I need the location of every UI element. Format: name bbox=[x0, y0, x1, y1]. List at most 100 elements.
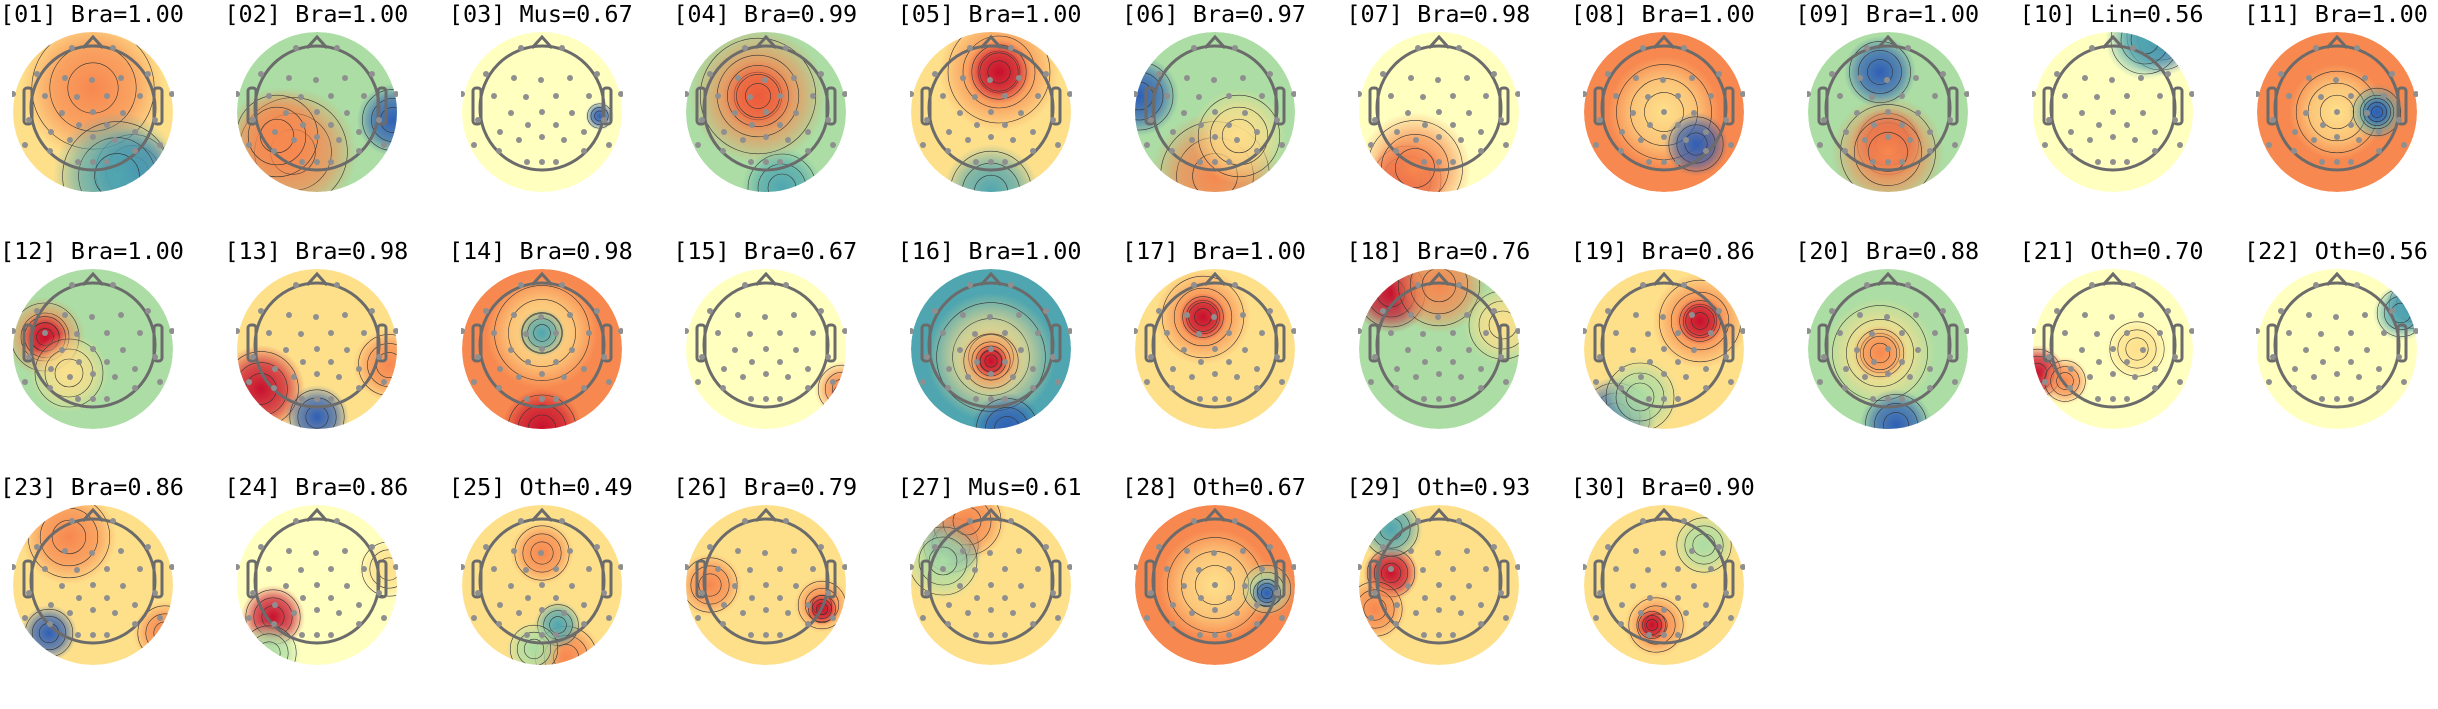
activation-blob bbox=[1635, 609, 1668, 641]
electrode-marker bbox=[342, 75, 349, 81]
electrode-marker bbox=[956, 110, 963, 116]
electrode-marker bbox=[1211, 550, 1217, 556]
electrode-marker bbox=[1415, 518, 1422, 524]
ear-marker bbox=[1947, 86, 1959, 126]
electrode-marker bbox=[145, 307, 151, 314]
electrode-marker bbox=[328, 632, 335, 638]
electrode-marker bbox=[132, 148, 138, 154]
electrode-marker bbox=[1682, 610, 1689, 616]
electrode-marker bbox=[1722, 590, 1729, 596]
electrode-marker bbox=[721, 365, 728, 372]
contour-line bbox=[1670, 291, 1729, 350]
electrode-marker bbox=[2320, 358, 2326, 365]
electrode-marker bbox=[393, 564, 399, 570]
electrode-marker bbox=[1435, 77, 1442, 83]
electrode-marker bbox=[1458, 373, 1465, 380]
electrode-marker bbox=[1870, 159, 1877, 165]
contour-line bbox=[289, 388, 345, 429]
contour-line bbox=[590, 107, 609, 125]
electrode-marker bbox=[1184, 75, 1190, 81]
electrode-marker bbox=[90, 632, 96, 638]
electrode-marker bbox=[2109, 134, 2116, 140]
electrode-marker bbox=[1259, 566, 1265, 572]
electrode-marker bbox=[987, 632, 994, 638]
topomap-02: [02] Bra=1.00 bbox=[224, 0, 448, 236]
topomap-15: [15] Bra=0.67 bbox=[673, 237, 897, 473]
electrode-marker bbox=[328, 395, 335, 402]
electrode-marker bbox=[1854, 346, 1861, 353]
contour-line bbox=[1395, 148, 1436, 188]
electrode-marker bbox=[496, 602, 503, 608]
electrode-marker bbox=[90, 395, 96, 402]
electrode-marker bbox=[715, 329, 722, 336]
electrode-marker bbox=[2256, 327, 2260, 334]
electrode-marker bbox=[1464, 548, 1471, 554]
electrode-marker bbox=[510, 548, 517, 554]
electrode-marker bbox=[1254, 129, 1260, 135]
topomap-title: [05] Bra=1.00 bbox=[897, 0, 1082, 28]
electrode-marker bbox=[507, 110, 514, 116]
electrode-marker bbox=[299, 159, 306, 165]
contour-line bbox=[2117, 328, 2157, 369]
electrode-marker bbox=[605, 615, 612, 621]
contour-line bbox=[993, 415, 1020, 429]
electrode-marker bbox=[271, 384, 278, 391]
topomap-04: [04] Bra=0.99 bbox=[673, 0, 897, 236]
electrode-marker bbox=[1240, 75, 1246, 81]
electrode-marker bbox=[1864, 281, 1871, 288]
electrode-marker bbox=[1478, 148, 1485, 154]
contour-line bbox=[1840, 104, 1937, 192]
electrode-marker bbox=[299, 395, 306, 402]
contour-line bbox=[54, 358, 84, 387]
electrode-marker bbox=[783, 281, 790, 288]
electrode-marker bbox=[356, 129, 363, 135]
electrode-marker bbox=[1234, 373, 1240, 380]
electrode-marker bbox=[580, 602, 587, 608]
electrode-marker bbox=[48, 602, 54, 608]
electrode-marker bbox=[699, 117, 706, 123]
electrode-marker bbox=[1702, 602, 1709, 608]
topomap-title: [09] Bra=1.00 bbox=[1795, 0, 1980, 28]
electrode-marker bbox=[1837, 93, 1844, 99]
electrode-marker bbox=[1864, 45, 1871, 51]
electrode-marker bbox=[76, 358, 82, 365]
contour-line bbox=[2352, 87, 2402, 137]
electrode-marker bbox=[558, 281, 565, 288]
electrode-marker bbox=[2053, 307, 2060, 314]
electrode-marker bbox=[971, 94, 978, 100]
electrode-marker bbox=[732, 110, 739, 116]
contour-line bbox=[1221, 118, 1257, 154]
electrode-marker bbox=[552, 159, 559, 165]
electrode-marker bbox=[313, 313, 320, 320]
ear-marker bbox=[2396, 86, 2408, 126]
electrode-marker bbox=[474, 353, 481, 360]
electrode-marker bbox=[2348, 395, 2354, 402]
electrode-marker bbox=[250, 590, 257, 596]
electrode-marker bbox=[1156, 307, 1162, 314]
electrode-marker bbox=[283, 110, 290, 116]
electrode-marker bbox=[1617, 621, 1624, 627]
contour-line bbox=[840, 390, 847, 403]
electrode-marker bbox=[1029, 602, 1036, 608]
electrode-marker bbox=[1393, 621, 1400, 627]
activation-blob bbox=[2104, 32, 2185, 80]
electrode-marker bbox=[169, 327, 174, 334]
electrode-marker bbox=[1420, 567, 1427, 573]
topomap-title: [17] Bra=1.00 bbox=[1122, 236, 1306, 265]
electrode-marker bbox=[2156, 93, 2163, 99]
ear-marker bbox=[1947, 323, 1959, 362]
electrode-marker bbox=[1644, 330, 1651, 337]
electrode-marker bbox=[271, 621, 278, 627]
electrode-marker bbox=[152, 353, 158, 360]
electrode-marker bbox=[90, 345, 96, 352]
electrode-marker bbox=[515, 137, 522, 143]
electrode-marker bbox=[1843, 129, 1850, 135]
electrode-marker bbox=[1001, 632, 1008, 638]
electrode-marker bbox=[1413, 610, 1420, 616]
electrode-marker bbox=[2123, 395, 2130, 402]
electrode-marker bbox=[1254, 384, 1260, 391]
electrode-marker bbox=[560, 373, 567, 380]
electrode-marker bbox=[1181, 110, 1187, 116]
electrode-marker bbox=[987, 134, 994, 140]
electrode-marker bbox=[328, 329, 335, 336]
